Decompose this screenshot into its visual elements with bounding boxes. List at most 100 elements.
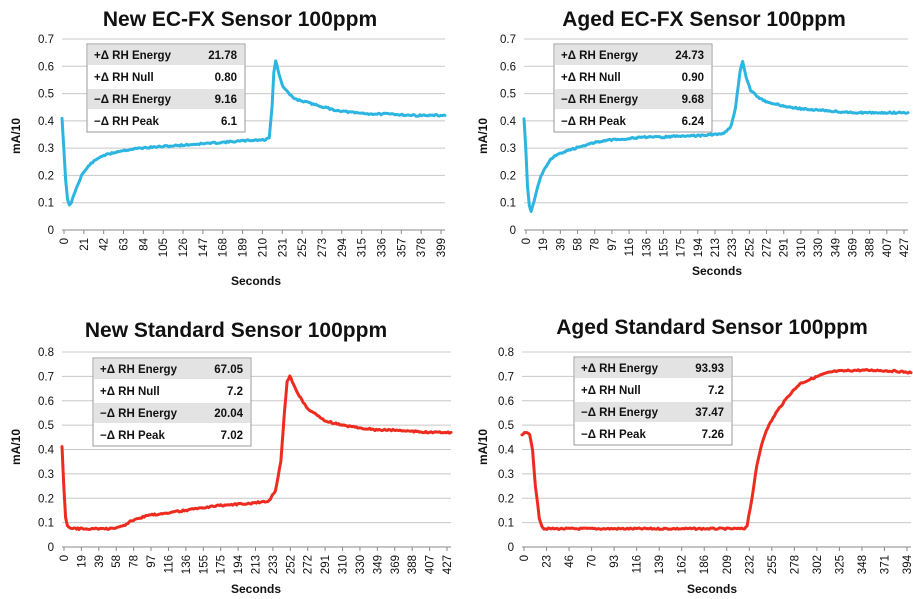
stats-row-label: −Δ RH Peak — [581, 429, 646, 441]
x-tick-label: 136 — [181, 555, 193, 574]
y-tick-label: 0.5 — [498, 420, 514, 432]
y-tick-label: 0.7 — [38, 34, 54, 46]
y-tick-label: 0.2 — [38, 493, 54, 505]
y-tick-label: 0 — [508, 542, 514, 554]
x-tick-label: 155 — [658, 238, 670, 257]
x-tick-label: 407 — [882, 238, 894, 257]
y-tick-label: 0 — [48, 225, 54, 237]
x-tick-label: 93 — [609, 555, 621, 568]
x-tick-label: 278 — [789, 555, 801, 574]
x-tick-labels: 0 23 46 70 93 116 139 162 186 209 232 255 278 302 325 3… — [519, 547, 913, 574]
x-tick-label: 97 — [146, 555, 158, 568]
y-tick-label: 0.8 — [38, 347, 54, 359]
stats-row-shade — [94, 359, 250, 379]
x-tick-label: 155 — [198, 555, 210, 574]
stats-table: +Δ RH Energy 24.73 +Δ RH Null 0.90 −Δ RH Ene… — [553, 43, 713, 133]
x-tick-label: 58 — [111, 555, 123, 568]
y-tick-label: 0.5 — [38, 89, 54, 101]
x-tick-label: 78 — [590, 238, 602, 251]
x-tick-label: 427 — [899, 238, 911, 257]
x-tick-label: 63 — [119, 238, 131, 251]
x-tick-label: 21 — [79, 238, 91, 251]
stats-row-shade — [575, 358, 731, 378]
y-tick-label: 0.1 — [500, 198, 516, 210]
x-tick-label: 369 — [390, 555, 402, 574]
stats-row-value: 24.73 — [675, 50, 704, 62]
stats-row-value: 9.68 — [682, 94, 705, 106]
y-tick-label: 0.7 — [498, 371, 514, 383]
y-tick-label: 0.3 — [38, 143, 54, 155]
x-tick-label: 330 — [813, 238, 825, 257]
y-tick-label: 0.6 — [38, 61, 54, 73]
x-tick-label: 97 — [607, 238, 619, 251]
x-tick-label: 213 — [251, 555, 263, 574]
y-tick-label: 0.1 — [498, 518, 514, 530]
x-tick-label: 0 — [59, 555, 71, 561]
stats-row-label: +Δ RH Null — [94, 72, 154, 84]
x-tick-label: 272 — [303, 555, 315, 574]
stats-row-value: 9.16 — [215, 94, 237, 106]
x-tick-label: 291 — [320, 555, 332, 574]
stats-row-shade — [94, 403, 250, 423]
x-tick-label: 273 — [317, 238, 329, 257]
x-tick-label: 394 — [902, 554, 913, 574]
y-tick-label: 0.4 — [38, 445, 55, 457]
y-axis-label: mA/10 — [9, 118, 23, 154]
stats-row-value: 6.1 — [221, 116, 238, 128]
y-tick-label: 0.5 — [500, 89, 516, 101]
data-series-line — [520, 368, 913, 532]
stats-row-label: +Δ RH Null — [581, 385, 641, 397]
x-axis-label: Seconds — [687, 582, 737, 596]
x-tick-label: 294 — [337, 237, 349, 257]
x-tick-label: 336 — [376, 238, 388, 257]
x-tick-label: 378 — [416, 238, 428, 257]
x-tick-label: 175 — [676, 238, 688, 257]
y-tick-labels: 0 0.1 0.2 0.3 0.4 0.5 0.6 0.7 0.8 — [498, 347, 515, 554]
stats-row-value: 6.24 — [682, 116, 705, 128]
x-tick-label: 315 — [357, 238, 369, 257]
x-tick-label: 255 — [767, 555, 779, 574]
stats-row-shade — [555, 45, 711, 65]
stats-row-shade — [88, 89, 244, 109]
chart-title: New EC-FX Sensor 100ppm — [103, 8, 377, 31]
x-tick-label: 252 — [285, 555, 297, 574]
x-tick-label: 357 — [396, 238, 408, 257]
x-tick-label: 19 — [538, 238, 550, 251]
x-tick-label: 39 — [555, 238, 567, 251]
x-tick-label: 189 — [238, 238, 250, 257]
x-tick-label: 233 — [727, 238, 739, 257]
x-tick-label: 139 — [654, 555, 666, 574]
y-tick-label: 0.2 — [498, 493, 514, 505]
y-tick-label: 0.8 — [498, 347, 514, 359]
x-tick-label: 175 — [216, 555, 228, 574]
x-tick-label: 168 — [218, 238, 230, 257]
x-tick-label: 70 — [587, 555, 599, 568]
stats-row-shade — [88, 45, 244, 65]
x-tick-label: 136 — [641, 238, 653, 257]
y-tick-label: 0 — [48, 542, 54, 554]
x-tick-label: 325 — [834, 555, 846, 574]
x-tick-label: 186 — [699, 555, 711, 574]
y-tick-label: 0.3 — [500, 143, 516, 155]
stats-row-shade — [575, 402, 731, 422]
stats-row-value: 7.2 — [708, 385, 724, 397]
chart-panel-aged-ecfx: Aged EC-FX Sensor 100ppm mA/10 Seconds 0… — [476, 8, 911, 278]
x-tick-labels: 0 19 39 58 78 97 116 136 155 175 194 213 233 252 272 29… — [521, 230, 911, 257]
x-tick-label: 0 — [59, 238, 71, 244]
x-tick-label: 310 — [796, 238, 808, 257]
x-tick-label: 147 — [198, 238, 210, 257]
x-tick-label: 126 — [178, 238, 190, 257]
x-tick-labels: 0 19 39 58 78 97 116 136 155 175 194 213 233 252 272 29… — [59, 547, 454, 574]
y-tick-labels: 0 0.1 0.2 0.3 0.4 0.5 0.6 0.7 — [500, 34, 517, 237]
stats-row-label: +Δ RH Null — [561, 72, 621, 84]
x-tick-label: 39 — [94, 555, 106, 568]
x-tick-label: 388 — [865, 238, 877, 257]
x-axis-label: Seconds — [231, 582, 281, 596]
y-tick-label: 0.2 — [38, 170, 54, 182]
x-tick-label: 116 — [624, 238, 636, 256]
y-tick-label: 0.3 — [498, 469, 514, 481]
x-tick-label: 0 — [521, 238, 533, 244]
stats-row-label: +Δ RH Energy — [94, 50, 172, 62]
x-tick-label: 330 — [355, 555, 367, 574]
